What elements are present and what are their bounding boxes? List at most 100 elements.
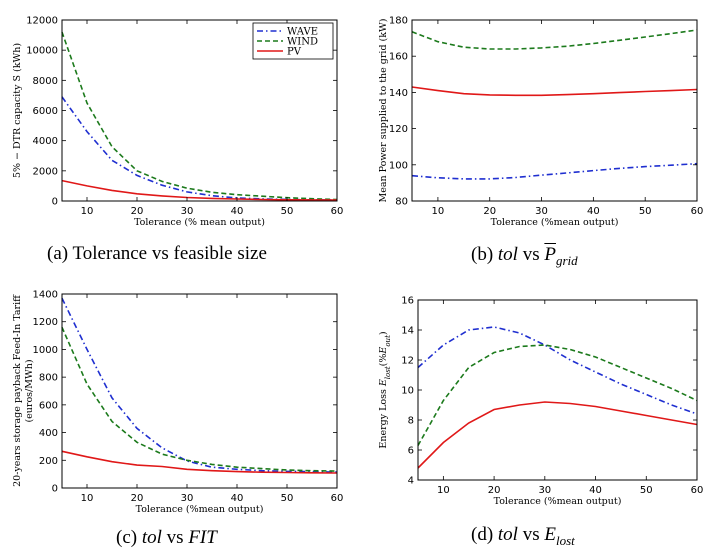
series-line-pv <box>61 450 338 474</box>
x-tick-label: 20 <box>488 485 501 496</box>
axes-box <box>61 293 338 489</box>
y-tick-label: 4000 <box>33 136 58 147</box>
caption-d: (d) tol vs Elost <box>471 524 575 549</box>
caption-a: (a) Tolerance vs feasible size <box>47 243 267 265</box>
x-tick-label: 60 <box>331 493 344 504</box>
series-line-pv <box>417 401 698 469</box>
legend-label-wave: WAVE <box>287 27 318 38</box>
legend-label-pv: PV <box>287 47 302 58</box>
caption-c: (c) tol vs FIT <box>116 527 217 549</box>
caption-b: (b) tol vs Pgrid <box>471 244 578 269</box>
x-tick-label: 10 <box>81 206 94 217</box>
caption-b-sub-text: grid <box>555 252 578 268</box>
y-tick-label: 8000 <box>33 76 58 87</box>
x-tick-label: 30 <box>181 493 194 504</box>
y-tick-label: 6 <box>408 446 414 457</box>
series-line-pv <box>61 179 338 201</box>
y-tick-label: 12 <box>401 356 414 367</box>
y-tick-label: 1000 <box>33 345 58 356</box>
caption-b-p: P <box>544 244 556 265</box>
y-axis-label-part: Energy Loss <box>378 386 389 448</box>
x-tick-label: 40 <box>589 485 602 496</box>
x-tick-label: 50 <box>640 485 653 496</box>
y-tick-label: 80 <box>395 197 408 208</box>
y-tick-label: 6000 <box>33 106 58 117</box>
y-axis-label-line: (euros/MWh) <box>24 359 35 422</box>
x-axis-label: Tolerance (%mean output) <box>491 217 619 228</box>
x-tick-label: 10 <box>81 493 94 504</box>
axes-box <box>411 19 698 202</box>
caption-d-sub-text: lost <box>555 532 575 548</box>
y-axis-label: 20-years storage payback Feed-In Tariff(… <box>12 294 35 487</box>
y-tick-label: 600 <box>39 400 58 411</box>
y-axis-label: 5% − DTR capacity S (kWh) <box>12 43 23 178</box>
x-tick-label: 30 <box>535 206 548 217</box>
legend-label-wind: WIND <box>287 37 318 48</box>
x-tick-label: 40 <box>587 206 600 217</box>
x-tick-label: 50 <box>639 206 652 217</box>
y-axis-label-part: E <box>378 379 389 387</box>
caption-c-tol: tol <box>141 527 162 548</box>
caption-d-e: E <box>544 524 556 545</box>
x-tick-label: 60 <box>691 485 704 496</box>
series-line-wave <box>61 297 338 473</box>
y-tick-label: 8 <box>408 416 414 427</box>
x-tick-label: 20 <box>131 493 144 504</box>
x-tick-label: 30 <box>538 485 551 496</box>
x-tick-label: 60 <box>331 206 344 217</box>
caption-c-mid: vs <box>161 527 189 548</box>
y-tick-label: 400 <box>39 428 58 439</box>
x-tick-label: 20 <box>483 206 496 217</box>
y-axis-label-part: lost <box>384 366 392 379</box>
y-tick-label: 4 <box>408 476 414 487</box>
axes-box <box>417 299 698 481</box>
y-tick-label: 200 <box>39 456 58 467</box>
x-tick-label: 40 <box>231 493 244 504</box>
caption-d-sub: lost <box>556 533 575 548</box>
series-line-wind <box>61 31 338 201</box>
x-tick-label: 50 <box>281 493 294 504</box>
caption-d-pre: (d) <box>471 524 498 545</box>
caption-b-pre: (b) <box>471 244 498 265</box>
y-tick-label: 16 <box>401 296 414 307</box>
y-axis-label: Mean Power supplied to the grid (kW) <box>378 19 389 203</box>
caption-b-sub: grid <box>556 253 578 268</box>
y-tick-label: 0 <box>52 197 58 208</box>
y-tick-label: 0 <box>52 484 58 495</box>
caption-d-mid: vs <box>517 524 545 545</box>
x-tick-label: 10 <box>437 485 450 496</box>
caption-d-tol: tol <box>497 524 518 545</box>
y-tick-label: 100 <box>389 160 408 171</box>
x-tick-label: 30 <box>181 206 194 217</box>
caption-b-mid: vs <box>517 244 545 265</box>
x-axis-label: Tolerance (% mean output) <box>134 217 265 228</box>
y-axis-label: Energy Loss Elost(%Eout) <box>378 331 392 448</box>
y-axis-label-part: ) <box>378 331 389 335</box>
x-tick-label: 40 <box>231 206 244 217</box>
series-line-wave <box>417 326 698 415</box>
y-tick-label: 1200 <box>33 317 58 328</box>
x-axis-label: Tolerance (%mean output) <box>136 504 264 515</box>
caption-c-pre: (c) <box>116 527 142 548</box>
y-tick-label: 14 <box>401 326 414 337</box>
y-axis-label-part: E <box>378 347 389 355</box>
y-tick-label: 10000 <box>26 46 58 57</box>
y-tick-label: 12000 <box>26 16 58 27</box>
y-tick-label: 10 <box>401 386 414 397</box>
y-tick-label: 180 <box>389 16 408 27</box>
y-tick-label: 120 <box>389 124 408 135</box>
x-axis-label: Tolerance (%mean output) <box>494 496 622 507</box>
x-tick-label: 10 <box>432 206 445 217</box>
legend-box <box>252 22 334 60</box>
x-tick-label: 60 <box>691 206 704 217</box>
caption-a-text: (a) Tolerance vs feasible size <box>47 243 267 264</box>
y-axis-label-line: 20-years storage payback Feed-In Tariff <box>12 294 23 487</box>
y-tick-label: 160 <box>389 52 408 63</box>
caption-c-fit: FIT <box>188 527 217 548</box>
y-axis-label-part: out <box>384 335 392 347</box>
